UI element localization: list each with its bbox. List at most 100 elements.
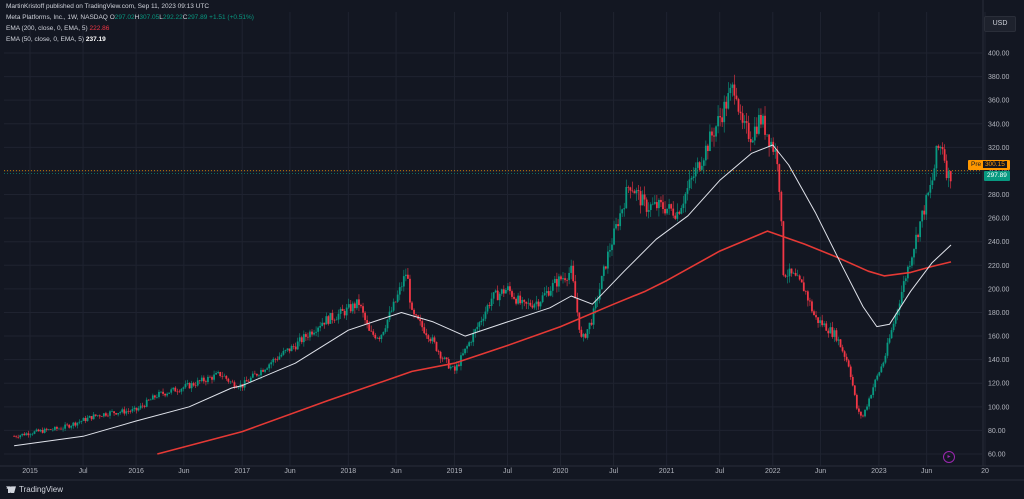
candle-body xyxy=(788,268,791,277)
candle-body xyxy=(692,176,695,178)
candle-body xyxy=(825,323,828,331)
x-tick-label: 2016 xyxy=(128,468,144,475)
candle-body xyxy=(653,202,656,204)
candle-body xyxy=(778,164,781,192)
candle-body xyxy=(105,413,107,416)
candle-body xyxy=(427,335,430,340)
candle-body xyxy=(290,345,293,352)
candle-body xyxy=(833,330,836,337)
candle-body xyxy=(78,421,81,423)
candle-body xyxy=(482,318,485,321)
candle-body xyxy=(176,391,179,393)
candle-body xyxy=(111,411,113,412)
candle-body xyxy=(582,334,585,337)
candle-body xyxy=(331,313,334,320)
candle-body xyxy=(68,424,71,428)
candle-body xyxy=(64,424,66,429)
candle-body xyxy=(468,342,471,347)
ema200-legend[interactable]: EMA (200, close, 0, EMA, 5) 222.86 xyxy=(6,25,109,32)
candle-body xyxy=(919,221,922,238)
grid xyxy=(4,12,986,466)
candle-body xyxy=(266,368,269,370)
candle-body xyxy=(904,278,907,282)
candle-body xyxy=(925,195,928,215)
candle-body xyxy=(280,354,283,357)
candle-body xyxy=(870,395,873,399)
candle-body xyxy=(200,377,203,382)
candle-body xyxy=(21,433,24,436)
tradingview-logo-icon xyxy=(6,486,16,494)
candle-body xyxy=(602,266,605,276)
currency-button[interactable]: USD xyxy=(984,16,1016,32)
y-tick-label: 380.00 xyxy=(988,74,1010,81)
x-tick-label: Jun xyxy=(178,468,189,475)
candle-body xyxy=(131,409,134,412)
candle-body xyxy=(711,131,713,136)
candle-body xyxy=(39,429,42,432)
candle-body xyxy=(698,162,701,170)
goto-realtime-icon[interactable]: ▸ xyxy=(943,451,955,463)
candle-body xyxy=(229,381,232,383)
ema50-line xyxy=(14,144,952,447)
candle-body xyxy=(521,299,524,304)
candle-body xyxy=(441,358,444,360)
candle-body xyxy=(66,424,69,426)
x-tick-label: 2020 xyxy=(553,468,569,475)
candle-body xyxy=(645,199,648,212)
candle-body xyxy=(88,416,91,418)
x-tick-label: Jul xyxy=(503,468,512,475)
candle-body xyxy=(753,126,756,141)
candle-body xyxy=(25,433,28,436)
candle-body xyxy=(792,273,795,274)
candle-body xyxy=(796,275,799,277)
candle-body xyxy=(690,177,693,180)
candle-body xyxy=(390,310,393,312)
candle-body xyxy=(258,375,260,376)
candle-body xyxy=(143,405,146,407)
candle-body xyxy=(823,323,826,326)
candle-body xyxy=(321,322,324,326)
candle-body xyxy=(670,204,673,209)
candle-body xyxy=(17,436,20,438)
candle-body xyxy=(935,145,938,169)
candle-body xyxy=(411,302,413,310)
candle-body xyxy=(768,134,771,146)
candle-body xyxy=(892,323,895,331)
candle-body xyxy=(596,299,599,301)
candle-body xyxy=(700,165,703,170)
candle-body xyxy=(884,355,887,363)
candle-body xyxy=(741,113,744,123)
candle-body xyxy=(474,329,477,333)
candle-body xyxy=(115,413,118,415)
candle-body xyxy=(931,180,934,186)
tradingview-footer[interactable]: TradingView xyxy=(6,485,63,494)
candle-body xyxy=(511,291,513,297)
ema50-legend[interactable]: EMA (50, close, 0, EMA, 5) 237.19 xyxy=(6,36,106,43)
candle-body xyxy=(72,422,75,426)
x-tick-label: Jun xyxy=(921,468,932,475)
candle-body xyxy=(751,140,754,143)
candle-body xyxy=(890,330,893,339)
candle-body xyxy=(219,372,222,376)
candle-body xyxy=(772,141,775,152)
candle-body xyxy=(360,305,362,307)
ohlc-value-h: 307.05 xyxy=(139,14,160,21)
candle-body xyxy=(804,291,807,292)
price-change: +1.51 (+0.51%) xyxy=(209,14,254,21)
candle-body xyxy=(523,299,526,302)
candle-body xyxy=(404,274,407,277)
candle-body xyxy=(223,375,226,377)
candle-body xyxy=(174,387,177,392)
candle-body xyxy=(541,295,544,303)
candle-body xyxy=(190,383,193,389)
candle-body xyxy=(458,364,460,366)
candle-body xyxy=(637,190,640,192)
candle-body xyxy=(366,320,369,325)
candle-body xyxy=(694,167,697,177)
candle-body xyxy=(651,203,654,205)
candle-body xyxy=(686,188,689,194)
candle-body xyxy=(251,373,254,378)
candle-body xyxy=(315,331,317,333)
candle-body xyxy=(53,426,56,430)
